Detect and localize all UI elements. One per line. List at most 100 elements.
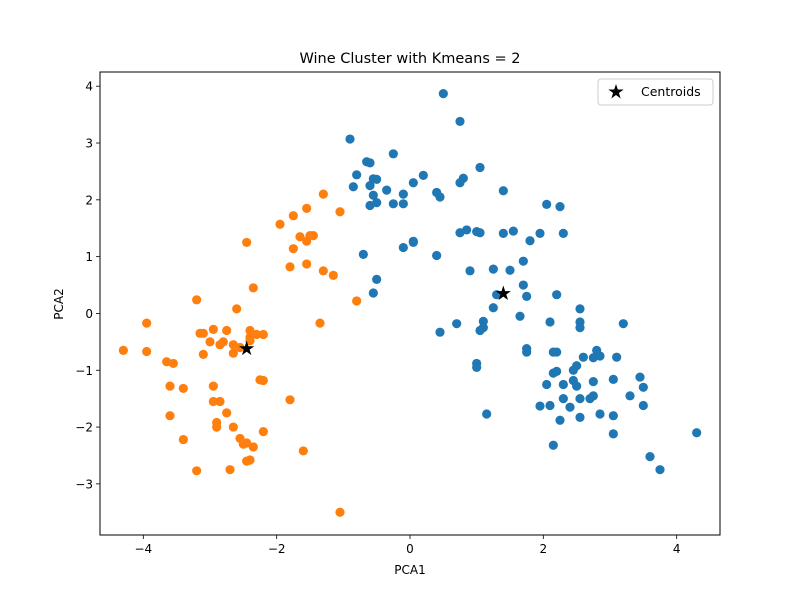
cluster-1-point bbox=[335, 207, 345, 217]
cluster-1-point bbox=[192, 295, 202, 305]
cluster-0-point bbox=[408, 237, 418, 248]
cluster-0-point bbox=[545, 317, 555, 327]
cluster-1-point bbox=[228, 348, 238, 358]
cluster-1-point bbox=[222, 325, 232, 336]
cluster-0-point bbox=[522, 291, 532, 301]
chart-title: Wine Cluster with Kmeans = 2 bbox=[300, 51, 521, 67]
cluster-0-point bbox=[575, 412, 585, 422]
legend-centroid-star-icon bbox=[608, 84, 624, 99]
cluster-1-point bbox=[215, 396, 225, 407]
cluster-0-point bbox=[638, 400, 648, 411]
cluster-0-point bbox=[398, 199, 408, 209]
y-tick-label: −1 bbox=[75, 364, 93, 378]
cluster-1-point bbox=[302, 236, 312, 246]
cluster-1-point bbox=[178, 383, 188, 394]
cluster-1-point bbox=[295, 232, 305, 242]
cluster-0-point bbox=[638, 382, 648, 392]
cluster-0-point bbox=[552, 366, 562, 376]
cluster-0-point bbox=[595, 409, 605, 419]
cluster-0-point bbox=[368, 190, 378, 200]
cluster-1-point bbox=[118, 345, 128, 355]
centroid-marker bbox=[239, 340, 255, 356]
cluster-0-point bbox=[625, 391, 635, 401]
cluster-0-point bbox=[542, 199, 552, 209]
cluster-0-point bbox=[575, 394, 585, 404]
cluster-0-point bbox=[488, 303, 498, 313]
cluster-0-point bbox=[508, 226, 518, 236]
cluster-1-point bbox=[285, 395, 295, 405]
cluster-1-point bbox=[208, 381, 218, 391]
cluster-0-point bbox=[565, 402, 575, 412]
cluster-0-point bbox=[432, 250, 442, 261]
cluster-0-point bbox=[362, 157, 372, 167]
cluster-0-point bbox=[595, 351, 605, 361]
cluster-0-point bbox=[398, 242, 408, 253]
cluster-0-point bbox=[372, 174, 382, 184]
cluster-0-point bbox=[618, 319, 628, 329]
x-tick-label: −4 bbox=[134, 542, 152, 556]
cluster-0-point bbox=[368, 288, 378, 298]
cluster-0-point bbox=[345, 134, 355, 144]
cluster-0-point bbox=[525, 236, 535, 246]
cluster-1-point bbox=[245, 325, 255, 336]
cluster-0-point bbox=[475, 228, 485, 238]
cluster-0-point bbox=[452, 319, 462, 329]
cluster-0-point bbox=[645, 452, 655, 462]
cluster-1-point bbox=[328, 270, 338, 280]
cluster-0-point bbox=[575, 304, 585, 314]
cluster-1-point bbox=[208, 396, 218, 407]
cluster-1-point bbox=[298, 446, 308, 456]
cluster-0-point bbox=[365, 181, 375, 191]
cluster-0-point bbox=[435, 192, 445, 202]
cluster-1-point bbox=[212, 422, 222, 432]
cluster-1-point bbox=[232, 304, 242, 314]
cluster-1-point bbox=[248, 283, 258, 293]
centroid-marker bbox=[495, 285, 511, 301]
cluster-0-point bbox=[608, 411, 618, 421]
cluster-0-point bbox=[418, 170, 428, 180]
cluster-1-point bbox=[225, 465, 235, 475]
cluster-0-point bbox=[558, 379, 568, 390]
cluster-1-point bbox=[258, 329, 268, 340]
cluster-0-point bbox=[588, 391, 598, 401]
cluster-0-point bbox=[518, 280, 528, 290]
cluster-0-point bbox=[568, 365, 578, 375]
cluster-0-point bbox=[555, 202, 565, 212]
cluster-1-point bbox=[222, 408, 232, 418]
x-axis-title: PCA1 bbox=[394, 563, 425, 577]
cluster-0-point bbox=[462, 225, 472, 235]
cluster-0-point bbox=[372, 198, 382, 208]
x-tick-label: 2 bbox=[540, 542, 548, 556]
cluster-1-point bbox=[258, 375, 268, 386]
cluster-1-point bbox=[288, 244, 298, 254]
cluster-0-point bbox=[578, 352, 588, 362]
cluster-1-point bbox=[335, 507, 345, 517]
cluster-0-point bbox=[358, 249, 368, 259]
cluster-1-point bbox=[205, 337, 215, 347]
cluster-1-point bbox=[235, 342, 245, 353]
y-tick-label: −2 bbox=[75, 421, 93, 435]
y-tick-label: 3 bbox=[85, 137, 93, 151]
cluster-1-point bbox=[315, 318, 325, 328]
cluster-0-point bbox=[608, 374, 618, 384]
cluster-1-point bbox=[142, 318, 152, 328]
x-tick-label: −2 bbox=[268, 542, 286, 556]
cluster-0-point bbox=[572, 381, 582, 391]
cluster-0-point bbox=[472, 362, 482, 373]
cluster-0-point bbox=[575, 323, 585, 333]
cluster-0-point bbox=[612, 352, 622, 362]
cluster-0-point bbox=[388, 199, 398, 209]
cluster-1-point bbox=[218, 337, 228, 347]
cluster-0-point bbox=[505, 265, 515, 275]
cluster-0-point bbox=[475, 162, 485, 173]
cluster-1-point bbox=[302, 259, 312, 269]
cluster-0-point bbox=[408, 178, 418, 188]
cluster-0-point bbox=[655, 465, 665, 475]
cluster-0-point bbox=[542, 379, 552, 390]
y-axis: −3 −2 −1 0 1 2 3 4 bbox=[75, 80, 100, 491]
cluster-1-point bbox=[308, 231, 318, 241]
y-tick-label: 2 bbox=[85, 193, 93, 207]
cluster-0-point bbox=[455, 116, 465, 127]
cluster-0-point bbox=[548, 440, 558, 450]
